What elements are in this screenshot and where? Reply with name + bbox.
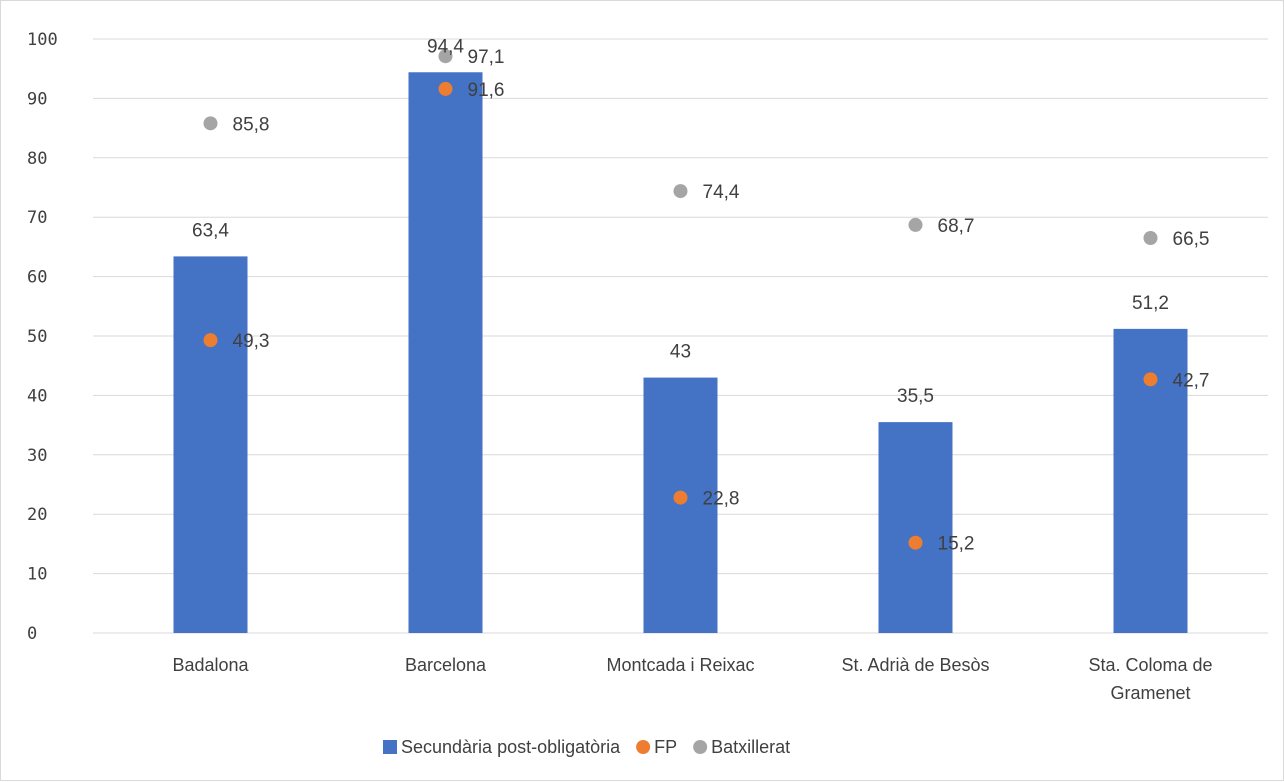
y-tick-label: 30: [27, 446, 47, 466]
marker-fp: [908, 535, 923, 550]
marker-batxillerat: [908, 217, 923, 232]
marker-fp: [673, 490, 688, 505]
bar: [878, 422, 953, 633]
y-axis-ticks: 0 10 20 30 40 50 60 70 80 90 100: [27, 30, 58, 644]
x-axis-categories: Badalona Barcelona Montcada i Reixac St. Ad…: [172, 655, 1212, 703]
legend-swatch: [383, 740, 397, 754]
legend-swatch: [693, 740, 708, 754]
bar: [643, 377, 718, 633]
legend-entry: FP: [654, 737, 677, 757]
x-category-label: Sta. Coloma de Gramenet: [1088, 655, 1212, 703]
marker-fp: [1143, 372, 1158, 387]
bar-data-label: 63,4: [192, 220, 229, 241]
legend-entry: Secundària post-obligatòria: [401, 737, 621, 757]
x-category-label: Barcelona: [405, 655, 487, 675]
marker-data-label: 74,4: [703, 182, 740, 203]
legend-entry: Batxillerat: [711, 737, 790, 757]
y-tick-label: 100: [27, 30, 58, 50]
marker-data-label: 97,1: [468, 47, 505, 68]
marker-batxillerat: [1143, 230, 1158, 245]
data-labels: 63,4 94,4 43 35,5 51,2 49,3 91,6 22,8 15,2 42,7 85…: [192, 36, 1209, 554]
y-tick-label: 40: [27, 386, 47, 406]
y-tick-label: 20: [27, 505, 47, 525]
markers: [203, 49, 1158, 550]
legend: Secundària post-obligatòria FP Batxillerat: [383, 737, 790, 757]
y-tick-label: 60: [27, 268, 47, 288]
marker-data-label: 42,7: [1173, 370, 1210, 391]
marker-batxillerat: [438, 49, 453, 64]
x-category-label: Badalona: [172, 655, 249, 675]
legend-swatch: [636, 740, 651, 754]
marker-data-label: 91,6: [468, 80, 505, 101]
x-category-label: St. Adrià de Besòs: [841, 655, 989, 675]
y-tick-label: 70: [27, 208, 47, 228]
y-tick-label: 0: [27, 624, 37, 644]
bar-data-label: 94,4: [427, 36, 464, 57]
y-tick-label: 90: [27, 89, 47, 109]
marker-data-label: 68,7: [938, 216, 975, 237]
bars: [173, 72, 1188, 634]
marker-data-label: 85,8: [233, 114, 270, 135]
x-category-label: Montcada i Reixac: [606, 655, 754, 675]
y-tick-label: 10: [27, 565, 47, 585]
y-tick-label: 80: [27, 149, 47, 169]
marker-fp: [203, 333, 218, 348]
marker-data-label: 22,8: [703, 489, 740, 510]
bar-data-label: 51,2: [1132, 293, 1169, 314]
marker-batxillerat: [673, 184, 688, 199]
marker-fp: [438, 81, 453, 96]
marker-data-label: 15,2: [938, 534, 975, 555]
bar: [173, 256, 248, 633]
marker-data-label: 66,5: [1173, 229, 1210, 250]
marker-batxillerat: [203, 116, 218, 131]
bar-data-label: 43: [670, 342, 691, 363]
bar: [408, 72, 483, 634]
marker-data-label: 49,3: [233, 331, 270, 352]
bar-data-label: 35,5: [897, 386, 934, 407]
y-tick-label: 50: [27, 327, 47, 347]
